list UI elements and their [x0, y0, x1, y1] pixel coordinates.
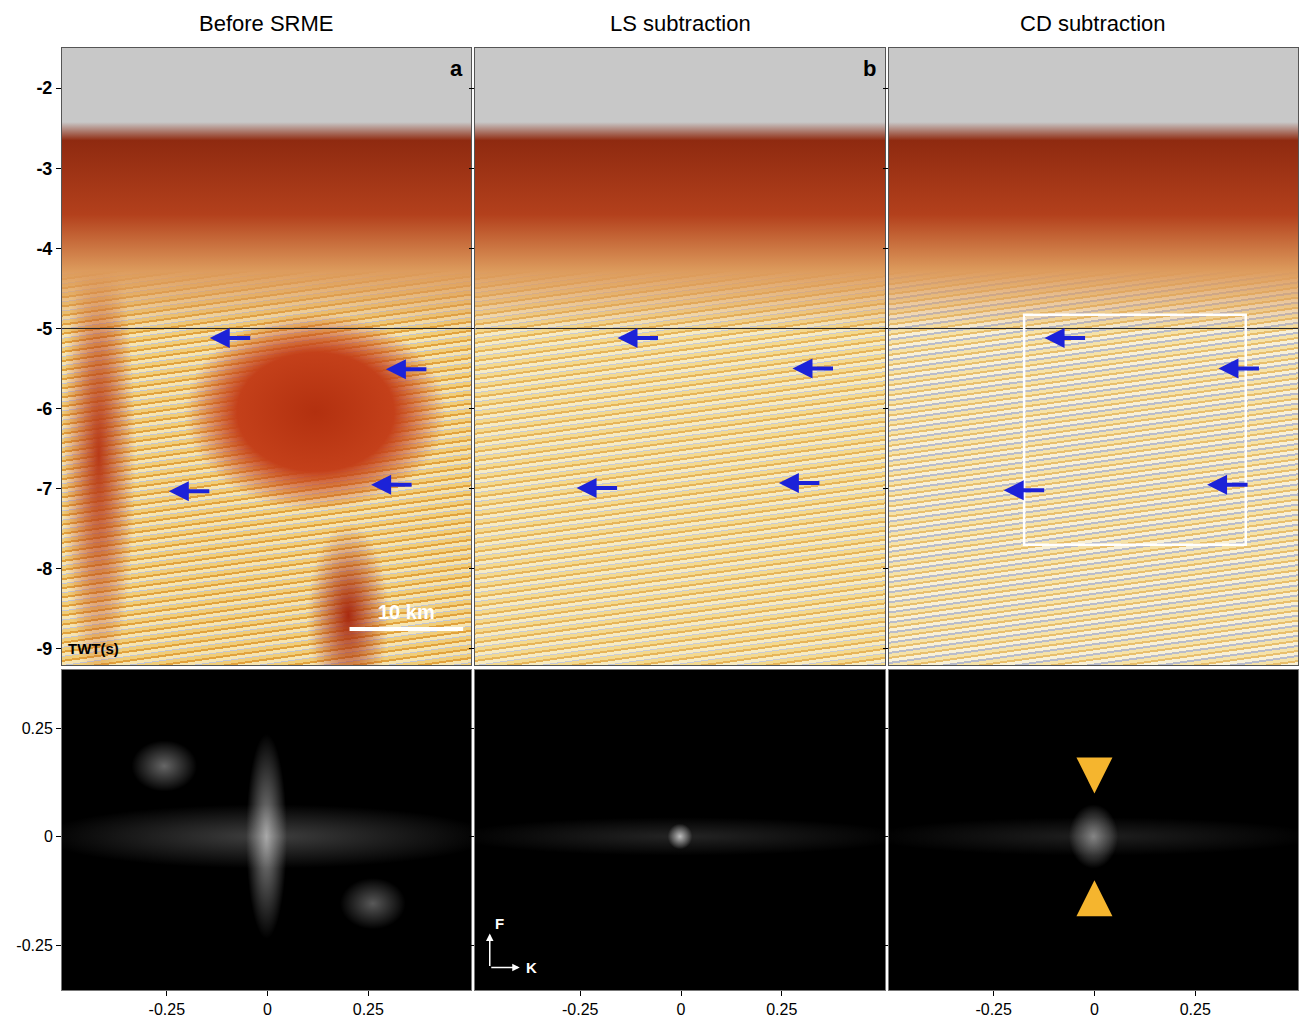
- svg-text:-5: -5: [36, 319, 52, 339]
- svg-text:0: 0: [44, 828, 53, 845]
- svg-text:-2: -2: [36, 78, 52, 98]
- svg-text:10 km: 10 km: [378, 601, 435, 623]
- svg-text:K: K: [526, 959, 537, 976]
- svg-text:0.25: 0.25: [1180, 1001, 1211, 1018]
- svg-text:-0.25: -0.25: [975, 1001, 1012, 1018]
- svg-text:0: 0: [677, 1001, 686, 1018]
- svg-text:a: a: [450, 56, 463, 81]
- svg-text:-4: -4: [36, 239, 52, 259]
- svg-text:Before SRME: Before SRME: [199, 11, 334, 36]
- svg-text:-8: -8: [36, 559, 52, 579]
- svg-text:LS subtraction: LS subtraction: [610, 11, 751, 36]
- svg-text:0: 0: [1090, 1001, 1099, 1018]
- svg-text:CD subtraction: CD subtraction: [1020, 11, 1166, 36]
- svg-text:-3: -3: [36, 159, 52, 179]
- svg-text:0: 0: [263, 1001, 272, 1018]
- svg-text:0.25: 0.25: [353, 1001, 384, 1018]
- svg-text:0.25: 0.25: [22, 720, 53, 737]
- svg-text:0.25: 0.25: [766, 1001, 797, 1018]
- svg-text:b: b: [863, 56, 876, 81]
- svg-text:-7: -7: [36, 479, 52, 499]
- svg-text:TWT(s): TWT(s): [68, 640, 119, 657]
- svg-text:-0.25: -0.25: [562, 1001, 599, 1018]
- svg-text:-6: -6: [36, 399, 52, 419]
- svg-text:-0.25: -0.25: [149, 1001, 186, 1018]
- svg-text:F: F: [495, 915, 504, 932]
- svg-text:-0.25: -0.25: [16, 937, 53, 954]
- svg-text:-9: -9: [36, 639, 52, 659]
